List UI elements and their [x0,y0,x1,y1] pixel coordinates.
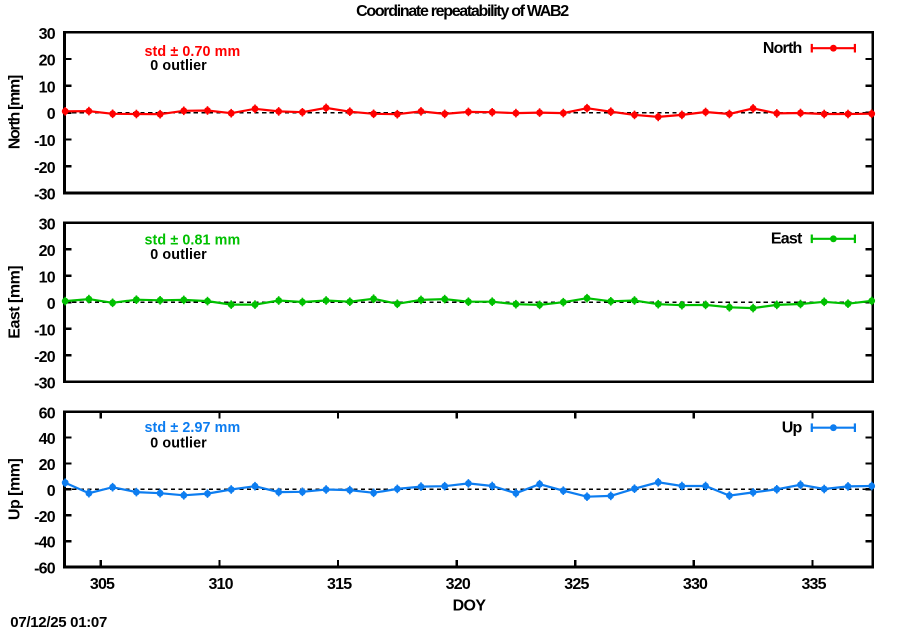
svg-text:320: 320 [446,576,471,593]
svg-text:305: 305 [90,576,115,593]
svg-text:Up: Up [782,420,803,437]
svg-text:310: 310 [208,576,233,593]
svg-text:30: 30 [39,216,56,233]
svg-text:-20: -20 [34,509,56,526]
svg-text:Up [mm]: Up [mm] [7,459,24,521]
svg-text:0: 0 [47,106,56,123]
svg-text:30: 30 [39,26,56,43]
svg-text:std ± 0.81 mm: std ± 0.81 mm [145,233,241,249]
svg-text:0 outlier: 0 outlier [150,436,207,452]
svg-text:60: 60 [39,405,56,422]
svg-text:std ± 0.70 mm: std ± 0.70 mm [145,44,241,60]
svg-text:20: 20 [39,53,56,70]
svg-text:Coordinate repeatability of WA: Coordinate repeatability of WAB2 [356,3,569,20]
svg-text:40: 40 [39,431,56,448]
svg-text:-40: -40 [34,535,56,552]
svg-text:0 outlier: 0 outlier [150,58,207,74]
svg-text:10: 10 [39,269,56,286]
svg-text:East: East [771,231,803,248]
svg-text:0: 0 [47,296,56,313]
svg-text:20: 20 [39,457,56,474]
svg-text:-20: -20 [34,160,56,177]
svg-text:North: North [763,40,802,57]
svg-text:North [mm]: North [mm] [7,75,24,149]
svg-text:-10: -10 [34,133,56,150]
svg-text:325: 325 [564,576,589,593]
svg-text:330: 330 [683,576,708,593]
svg-text:East [mm]: East [mm] [7,266,24,339]
svg-text:DOY: DOY [453,597,487,614]
svg-text:0: 0 [47,483,56,500]
svg-text:-30: -30 [34,187,56,204]
svg-text:0 outlier: 0 outlier [150,247,207,263]
svg-text:20: 20 [39,243,56,260]
svg-text:-30: -30 [34,375,56,392]
svg-text:-10: -10 [34,322,56,339]
svg-text:07/12/25 01:07: 07/12/25 01:07 [10,614,107,630]
svg-text:std ± 2.97 mm: std ± 2.97 mm [145,420,241,436]
svg-text:315: 315 [327,576,352,593]
svg-text:-60: -60 [34,561,56,578]
svg-text:335: 335 [801,576,826,593]
svg-text:10: 10 [39,79,56,96]
svg-text:-20: -20 [34,349,56,366]
